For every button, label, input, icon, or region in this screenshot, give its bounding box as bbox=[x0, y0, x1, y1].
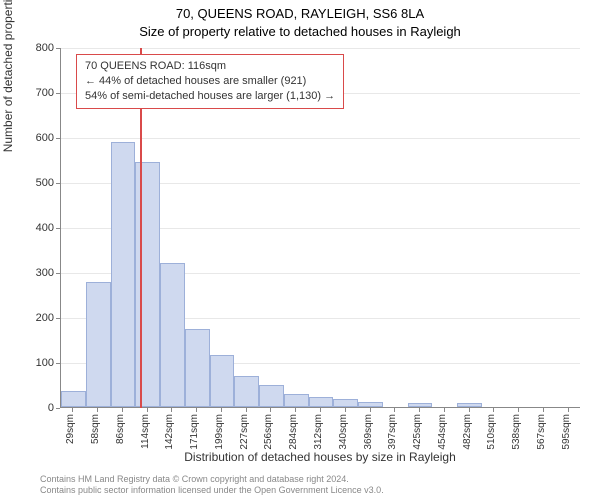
bar bbox=[61, 391, 86, 407]
bar bbox=[86, 282, 111, 407]
bar bbox=[234, 376, 259, 408]
chart-subtitle: Size of property relative to detached ho… bbox=[0, 24, 600, 39]
y-tick-label: 700 bbox=[14, 87, 54, 99]
x-tick-mark bbox=[295, 408, 296, 412]
y-tick-label: 200 bbox=[14, 312, 54, 324]
x-tick-mark bbox=[444, 408, 445, 412]
attribution-line-2: Contains public sector information licen… bbox=[40, 485, 384, 496]
x-tick-mark bbox=[270, 408, 271, 412]
y-tick-label: 800 bbox=[14, 42, 54, 54]
y-tick-mark bbox=[56, 48, 60, 49]
y-tick-mark bbox=[56, 408, 60, 409]
x-tick-mark bbox=[97, 408, 98, 412]
annotation-line-3: 54% of semi-detached houses are larger (… bbox=[85, 89, 335, 104]
annotation-line-1: 70 QUEENS ROAD: 116sqm bbox=[85, 59, 335, 74]
bar bbox=[457, 403, 482, 407]
page-title: 70, QUEENS ROAD, RAYLEIGH, SS6 8LA bbox=[0, 6, 600, 21]
y-tick-mark bbox=[56, 138, 60, 139]
x-tick-mark bbox=[171, 408, 172, 412]
y-tick-label: 100 bbox=[14, 357, 54, 369]
x-tick-mark bbox=[122, 408, 123, 412]
x-tick-mark bbox=[493, 408, 494, 412]
bar bbox=[309, 397, 334, 407]
y-tick-mark bbox=[56, 318, 60, 319]
annotation-box: 70 QUEENS ROAD: 116sqm ← 44% of detached… bbox=[76, 54, 344, 109]
x-tick-mark bbox=[518, 408, 519, 412]
x-tick-mark bbox=[394, 408, 395, 412]
y-tick-label: 500 bbox=[14, 177, 54, 189]
gridline bbox=[61, 138, 580, 139]
attribution-line-1: Contains HM Land Registry data © Crown c… bbox=[40, 474, 384, 485]
bar bbox=[358, 402, 383, 407]
y-tick-label: 0 bbox=[14, 402, 54, 414]
chart-container: 70, QUEENS ROAD, RAYLEIGH, SS6 8LA Size … bbox=[0, 0, 600, 500]
bar bbox=[333, 399, 358, 407]
y-tick-mark bbox=[56, 93, 60, 94]
y-tick-mark bbox=[56, 273, 60, 274]
x-tick-mark bbox=[196, 408, 197, 412]
x-tick-mark bbox=[370, 408, 371, 412]
x-tick-mark bbox=[568, 408, 569, 412]
bar bbox=[111, 142, 136, 407]
y-axis-label: Number of detached properties bbox=[1, 0, 15, 152]
y-tick-mark bbox=[56, 228, 60, 229]
bar bbox=[210, 355, 235, 407]
annotation-line-2: ← 44% of detached houses are smaller (92… bbox=[85, 74, 335, 89]
bar bbox=[135, 162, 160, 407]
attribution: Contains HM Land Registry data © Crown c… bbox=[40, 474, 384, 496]
x-tick-mark bbox=[320, 408, 321, 412]
x-tick-mark bbox=[246, 408, 247, 412]
y-tick-mark bbox=[56, 183, 60, 184]
x-tick-mark bbox=[345, 408, 346, 412]
y-tick-label: 300 bbox=[14, 267, 54, 279]
bar bbox=[160, 263, 185, 407]
gridline bbox=[61, 48, 580, 49]
x-tick-mark bbox=[543, 408, 544, 412]
y-tick-label: 400 bbox=[14, 222, 54, 234]
bar bbox=[185, 329, 210, 407]
x-tick-mark bbox=[469, 408, 470, 412]
x-tick-mark bbox=[419, 408, 420, 412]
y-tick-label: 600 bbox=[14, 132, 54, 144]
bar bbox=[259, 385, 284, 408]
x-axis-label: Distribution of detached houses by size … bbox=[60, 450, 580, 464]
x-tick-mark bbox=[147, 408, 148, 412]
bar bbox=[284, 394, 309, 408]
bar bbox=[408, 403, 433, 408]
x-tick-mark bbox=[72, 408, 73, 412]
x-tick-mark bbox=[221, 408, 222, 412]
y-tick-mark bbox=[56, 363, 60, 364]
